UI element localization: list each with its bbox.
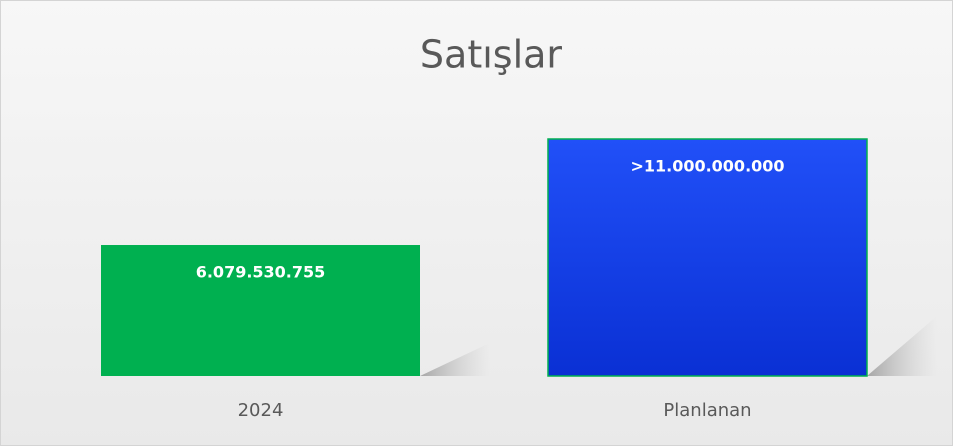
bar — [101, 245, 420, 376]
x-tick-label: Planlanan — [663, 400, 751, 421]
chart-title: Satışlar — [420, 33, 563, 77]
x-tick-label: 2024 — [238, 400, 284, 421]
bar — [547, 138, 868, 377]
bar-shadow — [420, 342, 490, 376]
value-label: >11.000.000.000 — [630, 157, 784, 176]
bar-shadow — [867, 316, 937, 376]
value-label: 6.079.530.755 — [196, 263, 326, 282]
